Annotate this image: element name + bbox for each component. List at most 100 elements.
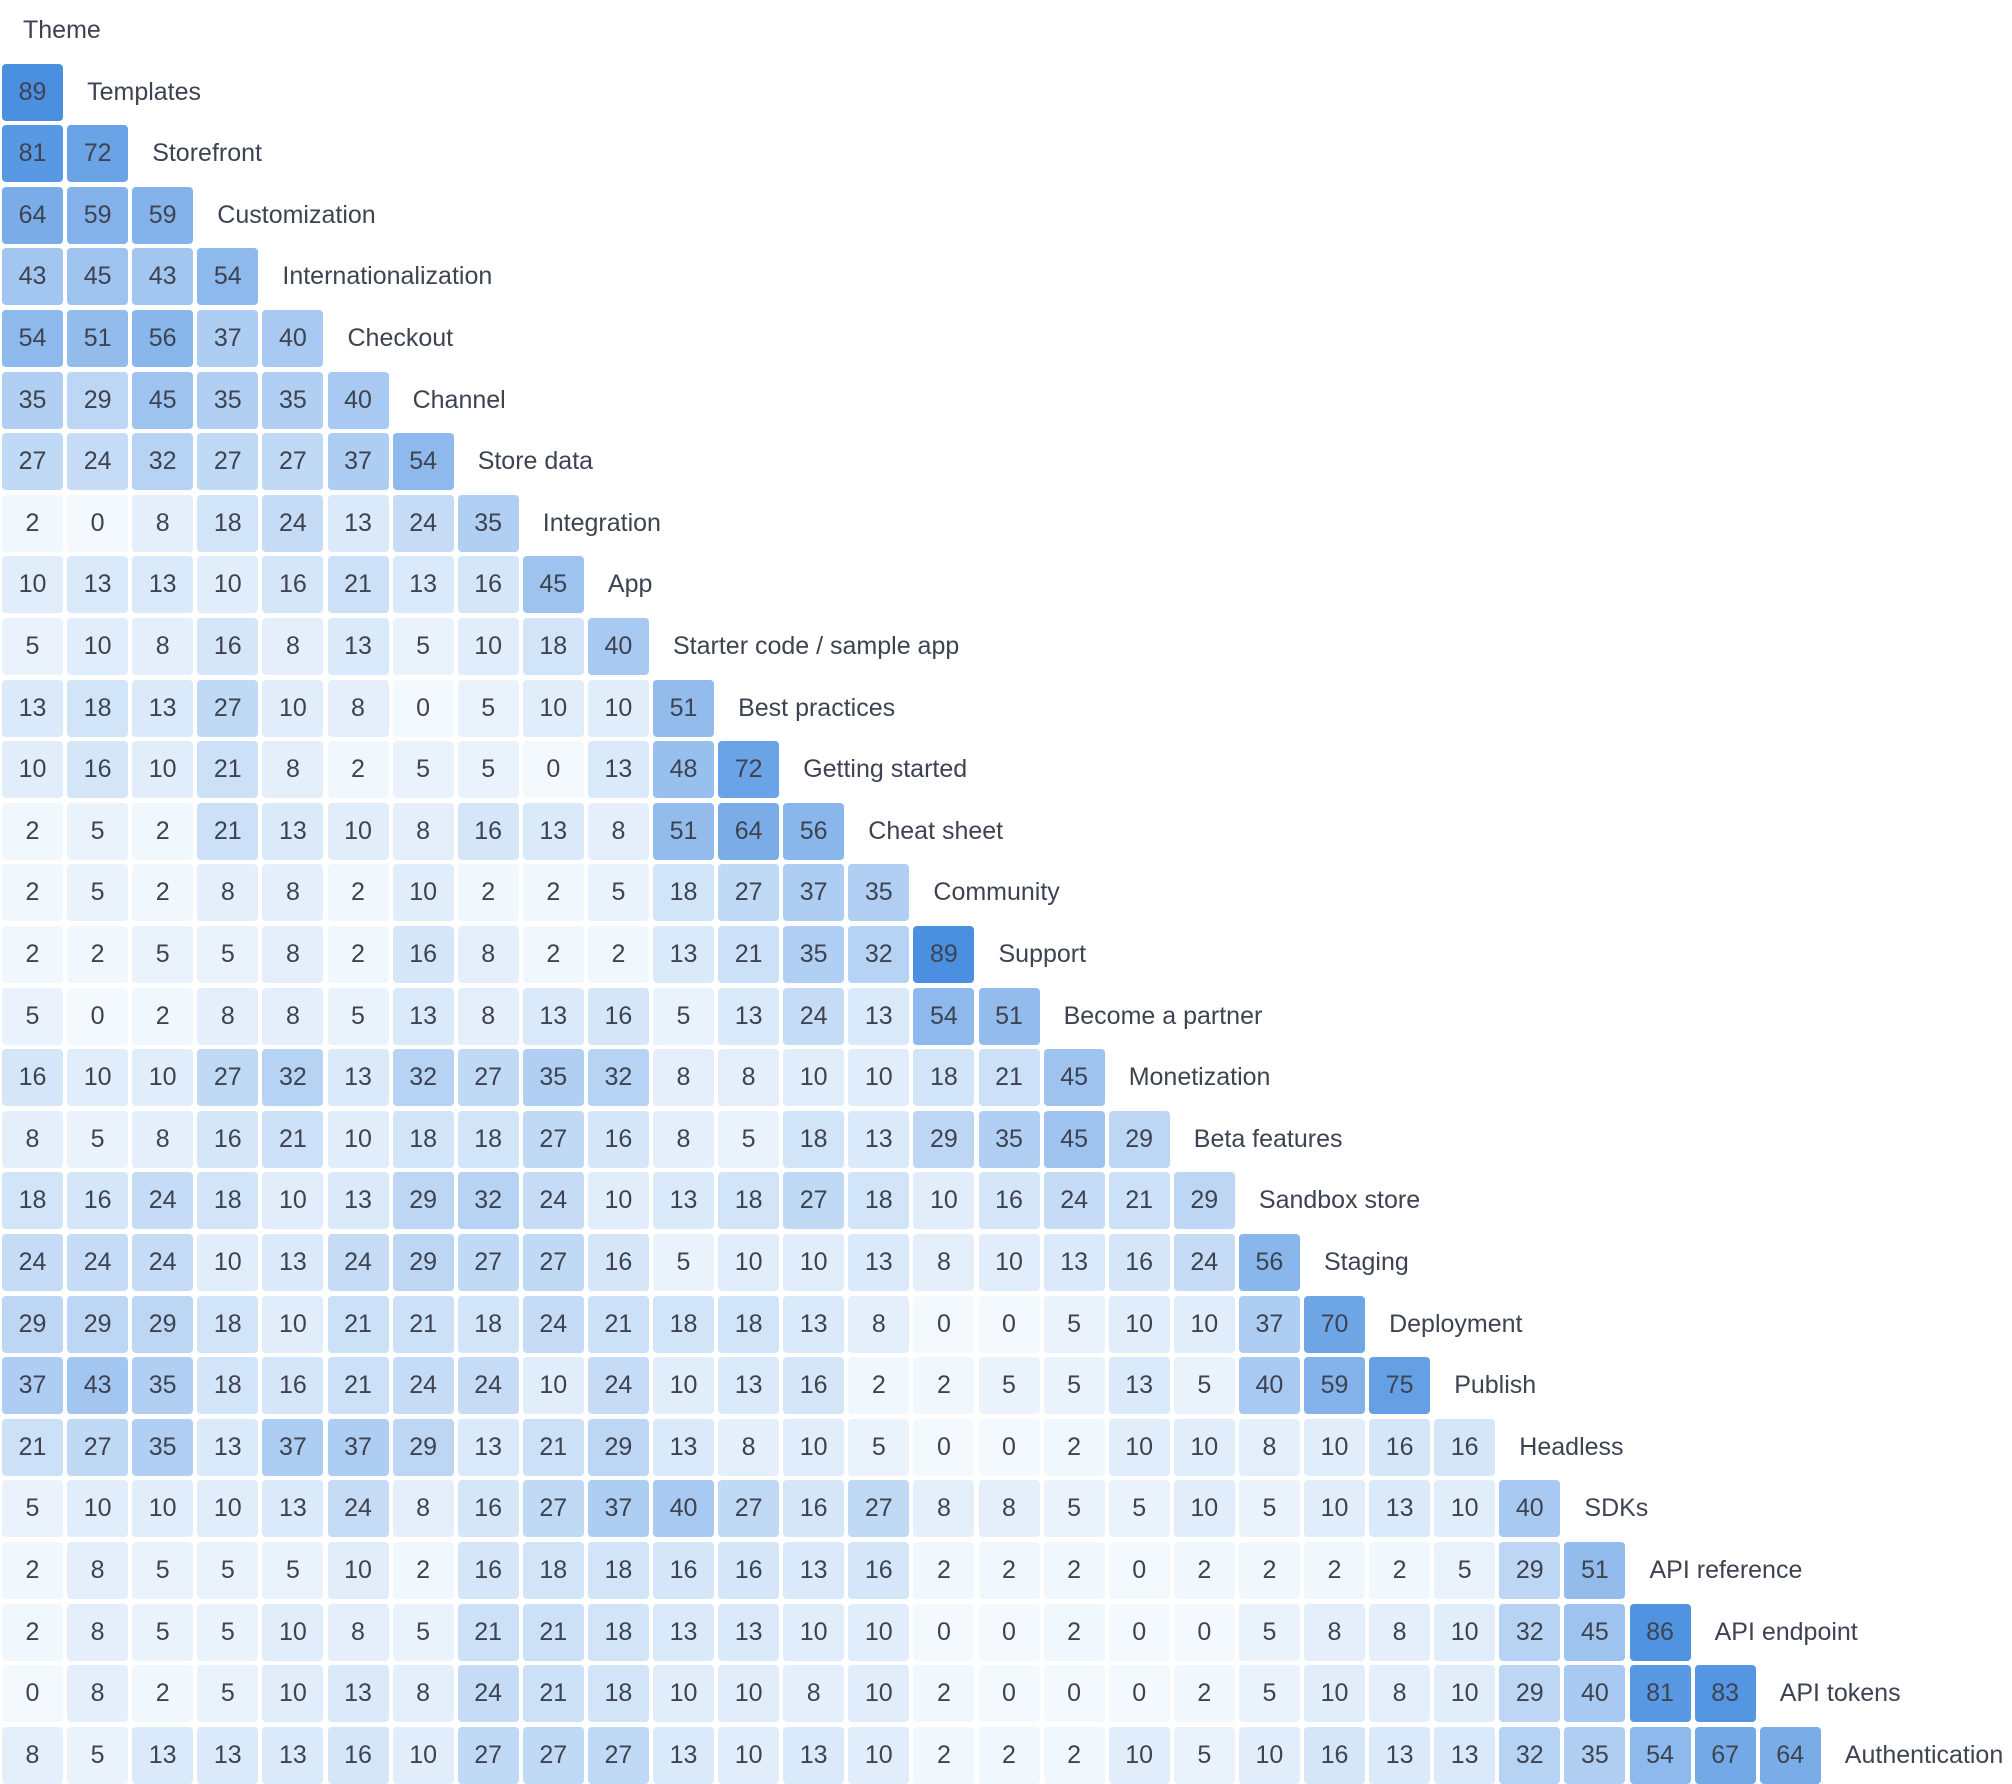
matrix-cell: 13 [522, 802, 584, 860]
matrix-cell: 13 [197, 1418, 259, 1476]
matrix-cell: 0 [67, 494, 129, 552]
matrix-cell: 35 [132, 1357, 194, 1415]
matrix-cell: 10 [392, 864, 454, 922]
matrix-cell: 29 [1499, 1542, 1561, 1599]
matrix-cell: 18 [587, 1603, 649, 1661]
matrix-cell: 32 [392, 1049, 454, 1107]
matrix-cell: 24 [457, 1665, 519, 1723]
matrix-cell: 10 [653, 1357, 714, 1415]
matrix-cell: 40 [1238, 1357, 1300, 1415]
matrix-cell: 2 [2, 926, 63, 983]
matrix-cell: 32 [457, 1172, 519, 1230]
matrix-cell: 24 [587, 1357, 649, 1415]
matrix-cell: 0 [913, 1295, 975, 1353]
matrix-cell: 13 [392, 556, 454, 614]
matrix-cell: 8 [2, 1726, 63, 1784]
matrix-cell: 45 [1564, 1603, 1626, 1661]
matrix-cell: 10 [1434, 1665, 1496, 1723]
matrix-cell: 10 [783, 1603, 845, 1661]
matrix-cell: 13 [132, 556, 194, 614]
matrix-cell: 40 [653, 1480, 714, 1538]
matrix-cell: 13 [653, 1603, 714, 1661]
matrix-cell: 10 [132, 1049, 194, 1107]
matrix-cell: 2 [913, 1665, 975, 1723]
matrix-cell: 32 [132, 433, 194, 491]
matrix-cell: 13 [197, 1726, 259, 1784]
matrix-cell: 27 [2, 433, 63, 491]
matrix-cell: 51 [1564, 1542, 1626, 1599]
row-label: Integration [542, 508, 661, 537]
matrix-cell: 13 [783, 1542, 845, 1599]
row-label: Staging [1324, 1248, 1409, 1276]
matrix-cell: 40 [327, 371, 389, 429]
matrix-cell: 24 [522, 1295, 584, 1353]
matrix-cell: 13 [1434, 1726, 1496, 1784]
matrix-cell: 16 [1369, 1418, 1431, 1476]
matrix-cell: 54 [197, 248, 259, 306]
matrix-cell: 29 [2, 1295, 63, 1353]
matrix-cell: 37 [1238, 1295, 1300, 1353]
matrix-cell: 2 [913, 1542, 975, 1599]
matrix-cell: 21 [978, 1049, 1040, 1107]
matrix-cell: 10 [132, 741, 194, 799]
matrix-cell: 10 [978, 1234, 1040, 1291]
matrix-cell: 5 [1173, 1357, 1235, 1415]
matrix-cell: 51 [653, 679, 714, 737]
matrix-cell: 2 [457, 864, 519, 922]
matrix-cell: 18 [197, 1357, 259, 1415]
matrix-cell: 10 [1173, 1295, 1235, 1353]
matrix-cell: 27 [718, 864, 780, 922]
row-label: Community [933, 878, 1060, 907]
matrix-cell: 5 [67, 1726, 129, 1784]
matrix-cell: 13 [1043, 1234, 1105, 1291]
matrix-cell: 21 [1108, 1172, 1170, 1230]
matrix-cell: 35 [262, 371, 324, 429]
matrix-cell: 13 [327, 1049, 389, 1107]
matrix-cell: 29 [1108, 1110, 1170, 1168]
matrix-cell: 37 [327, 1418, 389, 1476]
matrix-cell: 8 [197, 987, 259, 1045]
matrix-cell: 16 [718, 1542, 780, 1599]
matrix-cell: 16 [848, 1542, 910, 1599]
matrix-cell: 5 [457, 679, 519, 737]
matrix-cell: 40 [587, 618, 649, 675]
matrix-cell: 0 [1108, 1603, 1170, 1661]
matrix-cell: 13 [327, 494, 389, 552]
matrix-cell: 37 [587, 1480, 649, 1538]
matrix-cell: 13 [718, 1603, 780, 1661]
matrix-cell: 24 [262, 494, 324, 552]
matrix-cell: 16 [783, 1357, 845, 1415]
matrix-cell: 2 [1043, 1542, 1105, 1599]
matrix-cell: 13 [848, 1234, 910, 1291]
matrix-cell: 13 [67, 556, 129, 614]
row-label: Become a partner [1063, 1001, 1263, 1030]
matrix-cell: 8 [262, 864, 324, 922]
matrix-cell: 18 [718, 1295, 780, 1353]
matrix-cell: 2 [1173, 1665, 1235, 1723]
matrix-cell: 35 [1564, 1726, 1626, 1784]
matrix-cell: 89 [2, 63, 63, 121]
matrix-cell: 24 [522, 1172, 584, 1230]
matrix-cell: 8 [262, 987, 324, 1045]
matrix-cell: 59 [132, 186, 194, 244]
matrix-cell: 35 [978, 1110, 1040, 1168]
matrix-cell: 5 [848, 1418, 910, 1476]
matrix-cell: 13 [132, 679, 194, 737]
matrix-cell: 10 [1173, 1418, 1235, 1476]
matrix-cell: 5 [1173, 1726, 1235, 1784]
matrix-cell: 8 [848, 1295, 910, 1353]
matrix-cell: 0 [978, 1665, 1040, 1723]
matrix-cell: 10 [67, 1480, 129, 1538]
matrix-cell: 8 [392, 1480, 454, 1538]
matrix-cell: 5 [587, 864, 649, 922]
matrix-cell: 43 [67, 1357, 129, 1415]
matrix-cell: 13 [2, 679, 63, 737]
matrix-cell: 64 [1759, 1726, 1821, 1784]
matrix-cell: 18 [197, 1172, 259, 1230]
matrix-cell: 21 [327, 1295, 389, 1353]
matrix-cell: 13 [1369, 1726, 1431, 1784]
matrix-cell: 16 [457, 1480, 519, 1538]
matrix-cell: 21 [262, 1110, 324, 1168]
matrix-cell: 0 [1173, 1603, 1235, 1661]
matrix-cell: 27 [587, 1726, 649, 1784]
